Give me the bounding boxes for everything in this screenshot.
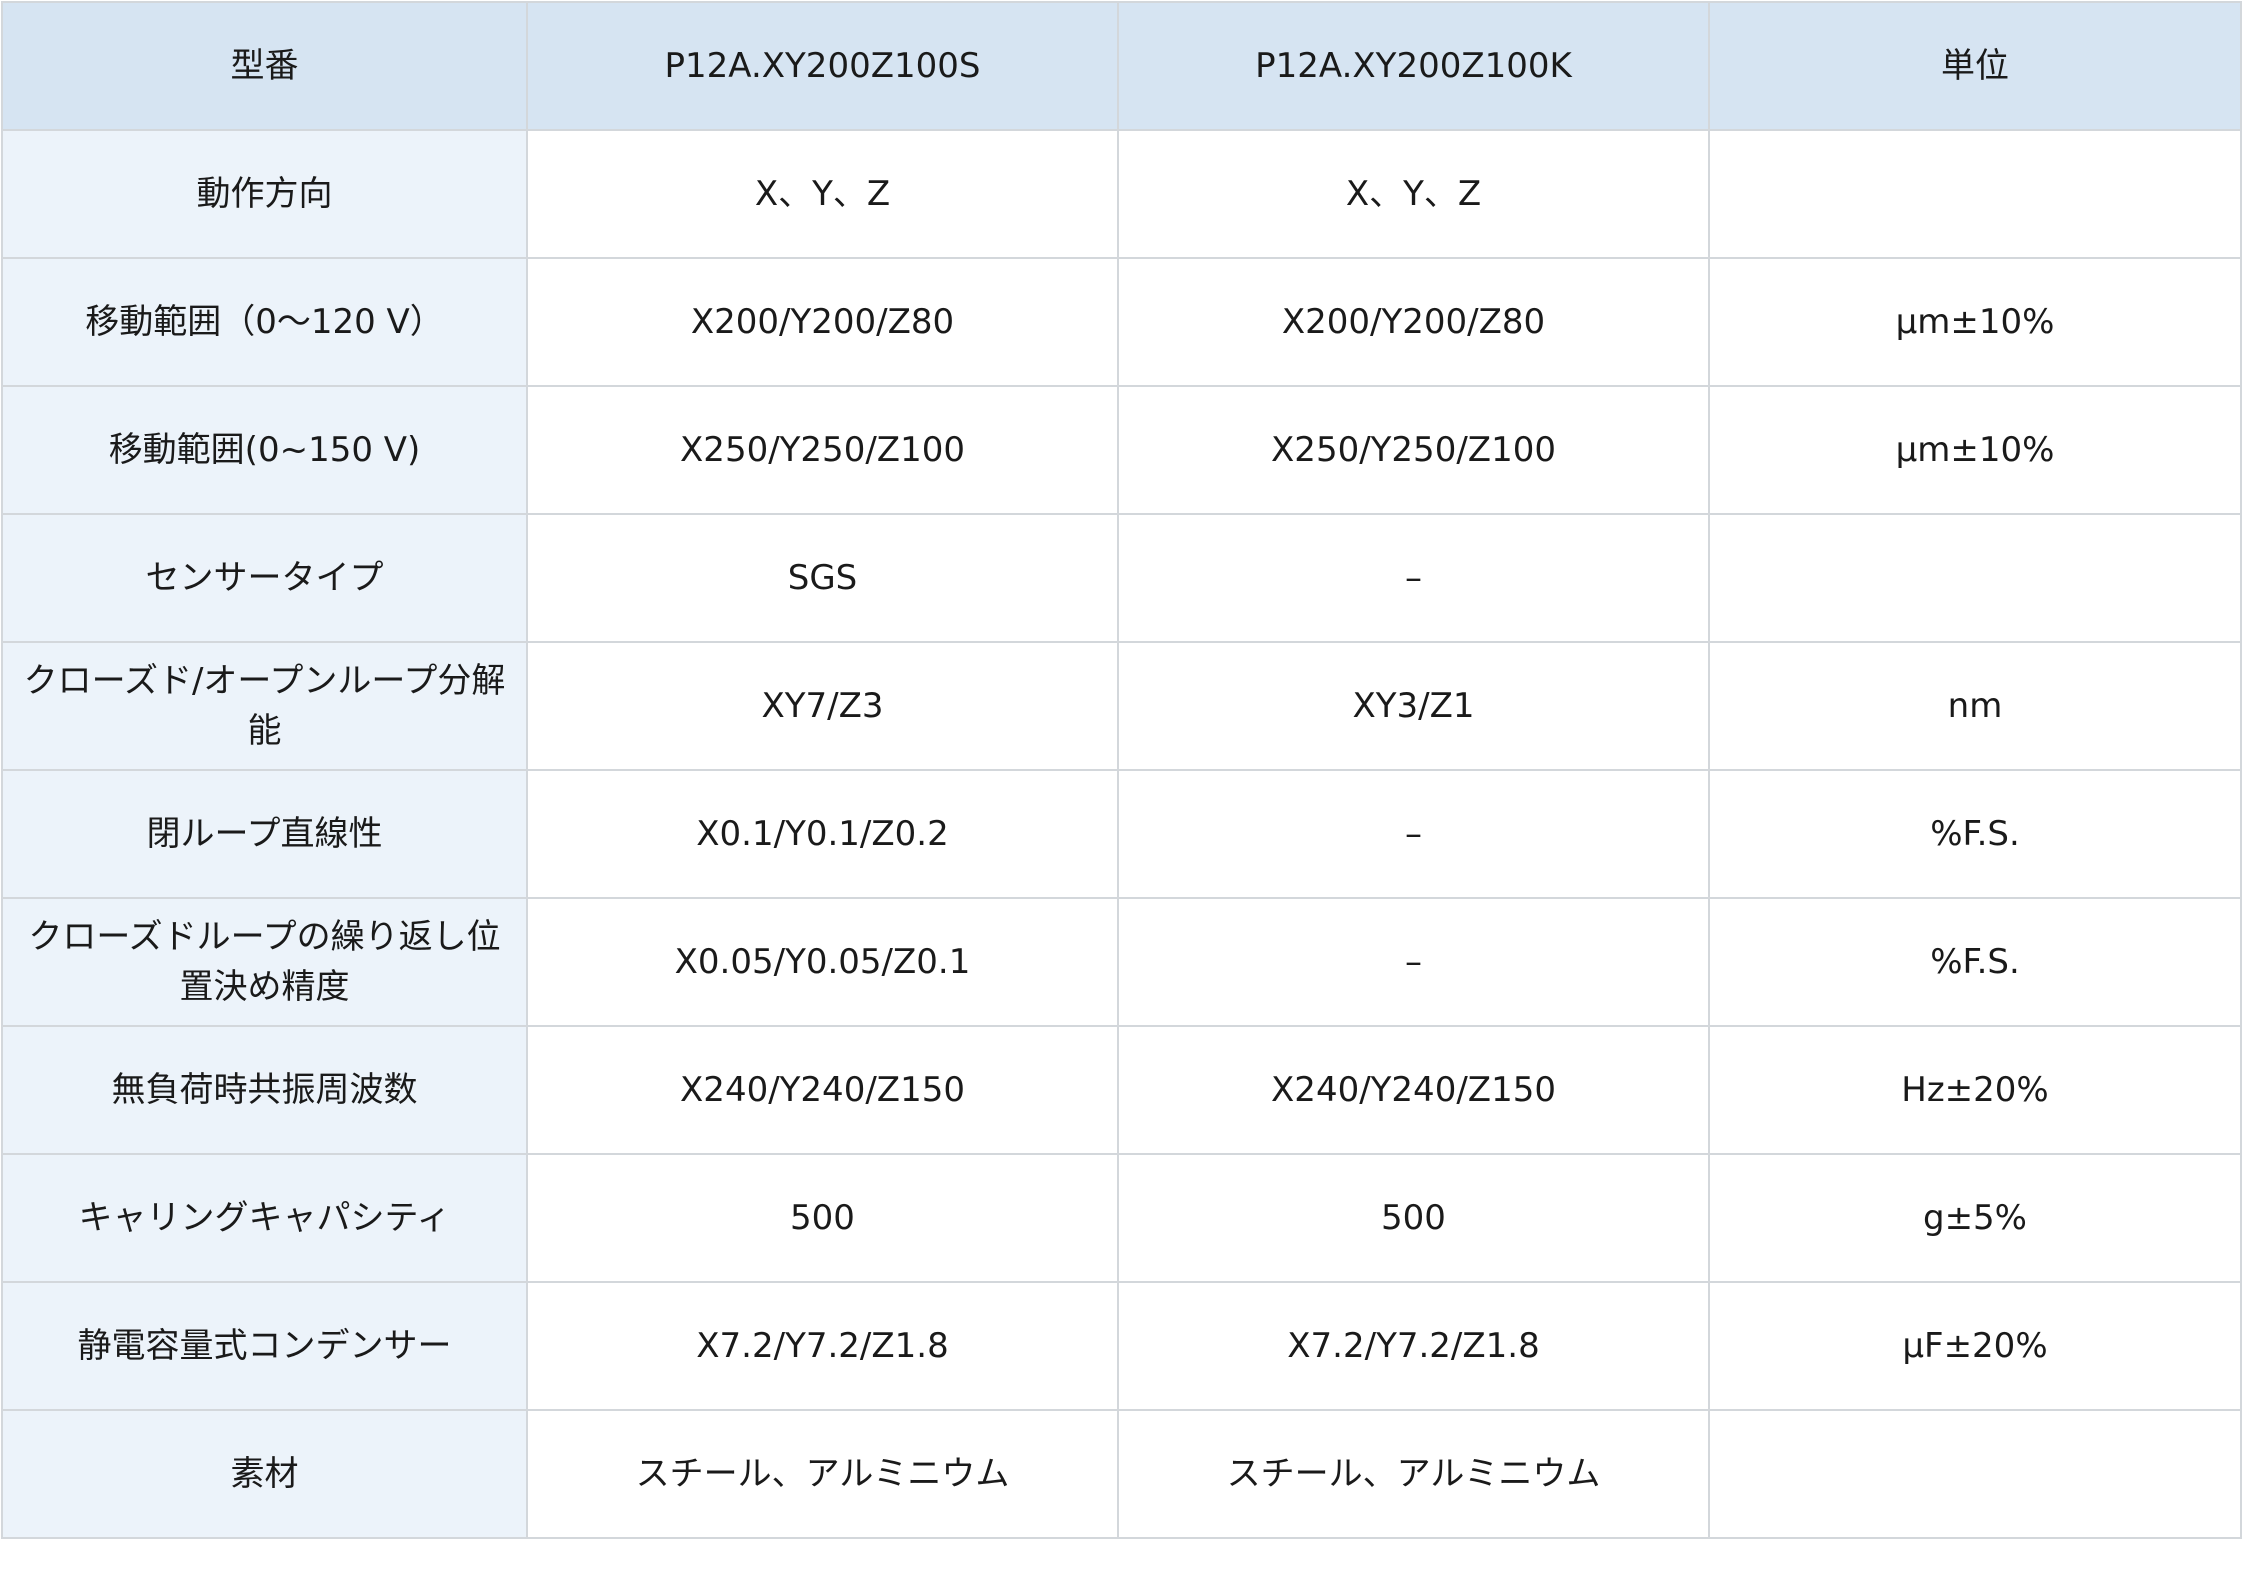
cell-unit [1708, 513, 2242, 643]
table-row: 閉ループ直線性 X0.1/Y0.1/Z0.2 – %F.S. [1, 769, 2242, 899]
cell-variant-k: – [1117, 769, 1710, 899]
cell-unit: nm [1708, 641, 2242, 771]
row-label: 動作方向 [1, 129, 528, 259]
cell-variant-s: X0.1/Y0.1/Z0.2 [526, 769, 1119, 899]
row-label: センサータイプ [1, 513, 528, 643]
table-row: 移動範囲(0~150 V) X250/Y250/Z100 X250/Y250/Z… [1, 385, 2242, 515]
spec-table-header: 型番 P12A.XY200Z100S P12A.XY200Z100K 単位 [1, 1, 2242, 131]
row-label: 移動範囲（0〜120 V） [1, 257, 528, 387]
cell-variant-k: スチール、アルミニウム [1117, 1409, 1710, 1539]
cell-variant-s: XY7/Z3 [526, 641, 1119, 771]
table-row: 素材 スチール、アルミニウム スチール、アルミニウム [1, 1409, 2242, 1539]
cell-variant-k: X、Y、Z [1117, 129, 1710, 259]
cell-variant-k: – [1117, 513, 1710, 643]
cell-variant-s: X、Y、Z [526, 129, 1119, 259]
cell-variant-s: X7.2/Y7.2/Z1.8 [526, 1281, 1119, 1411]
cell-unit: μm±10% [1708, 257, 2242, 387]
cell-variant-s: X200/Y200/Z80 [526, 257, 1119, 387]
cell-unit [1708, 129, 2242, 259]
header-unit: 単位 [1708, 1, 2242, 131]
row-label: 閉ループ直線性 [1, 769, 528, 899]
cell-variant-s: X0.05/Y0.05/Z0.1 [526, 897, 1119, 1027]
cell-variant-k: X200/Y200/Z80 [1117, 257, 1710, 387]
row-label: 素材 [1, 1409, 528, 1539]
header-row: 型番 P12A.XY200Z100S P12A.XY200Z100K 単位 [1, 1, 2242, 131]
cell-unit [1708, 1409, 2242, 1539]
cell-variant-s: スチール、アルミニウム [526, 1409, 1119, 1539]
cell-variant-k: X250/Y250/Z100 [1117, 385, 1710, 515]
spec-table: 型番 P12A.XY200Z100S P12A.XY200Z100K 単位 動作… [1, 1, 2242, 1539]
cell-variant-s: X240/Y240/Z150 [526, 1025, 1119, 1155]
row-label: 静電容量式コンデンサー [1, 1281, 528, 1411]
header-variant-s: P12A.XY200Z100S [526, 1, 1119, 131]
table-row: クローズドループの繰り返し位置決め精度 X0.05/Y0.05/Z0.1 – %… [1, 897, 2242, 1027]
header-model: 型番 [1, 1, 528, 131]
cell-unit: %F.S. [1708, 897, 2242, 1027]
cell-variant-k: XY3/Z1 [1117, 641, 1710, 771]
cell-variant-k: X7.2/Y7.2/Z1.8 [1117, 1281, 1710, 1411]
cell-unit: Hz±20% [1708, 1025, 2242, 1155]
table-row: キャリングキャパシティ 500 500 g±5% [1, 1153, 2242, 1283]
cell-unit: g±5% [1708, 1153, 2242, 1283]
header-variant-k: P12A.XY200Z100K [1117, 1, 1710, 131]
table-row: センサータイプ SGS – [1, 513, 2242, 643]
cell-variant-k: – [1117, 897, 1710, 1027]
cell-variant-s: X250/Y250/Z100 [526, 385, 1119, 515]
table-row: 無負荷時共振周波数 X240/Y240/Z150 X240/Y240/Z150 … [1, 1025, 2242, 1155]
cell-variant-k: X240/Y240/Z150 [1117, 1025, 1710, 1155]
spec-table-body: 動作方向 X、Y、Z X、Y、Z 移動範囲（0〜120 V） X200/Y200… [1, 129, 2242, 1539]
row-label: 無負荷時共振周波数 [1, 1025, 528, 1155]
cell-unit: μm±10% [1708, 385, 2242, 515]
cell-unit: %F.S. [1708, 769, 2242, 899]
cell-variant-k: 500 [1117, 1153, 1710, 1283]
row-label: キャリングキャパシティ [1, 1153, 528, 1283]
table-row: 移動範囲（0〜120 V） X200/Y200/Z80 X200/Y200/Z8… [1, 257, 2242, 387]
table-row: 静電容量式コンデンサー X7.2/Y7.2/Z1.8 X7.2/Y7.2/Z1.… [1, 1281, 2242, 1411]
row-label: クローズドループの繰り返し位置決め精度 [1, 897, 528, 1027]
cell-variant-s: 500 [526, 1153, 1119, 1283]
table-row: クローズド/オープンループ分解能 XY7/Z3 XY3/Z1 nm [1, 641, 2242, 771]
row-label: 移動範囲(0~150 V) [1, 385, 528, 515]
cell-variant-s: SGS [526, 513, 1119, 643]
cell-unit: μF±20% [1708, 1281, 2242, 1411]
row-label: クローズド/オープンループ分解能 [1, 641, 528, 771]
table-row: 動作方向 X、Y、Z X、Y、Z [1, 129, 2242, 259]
